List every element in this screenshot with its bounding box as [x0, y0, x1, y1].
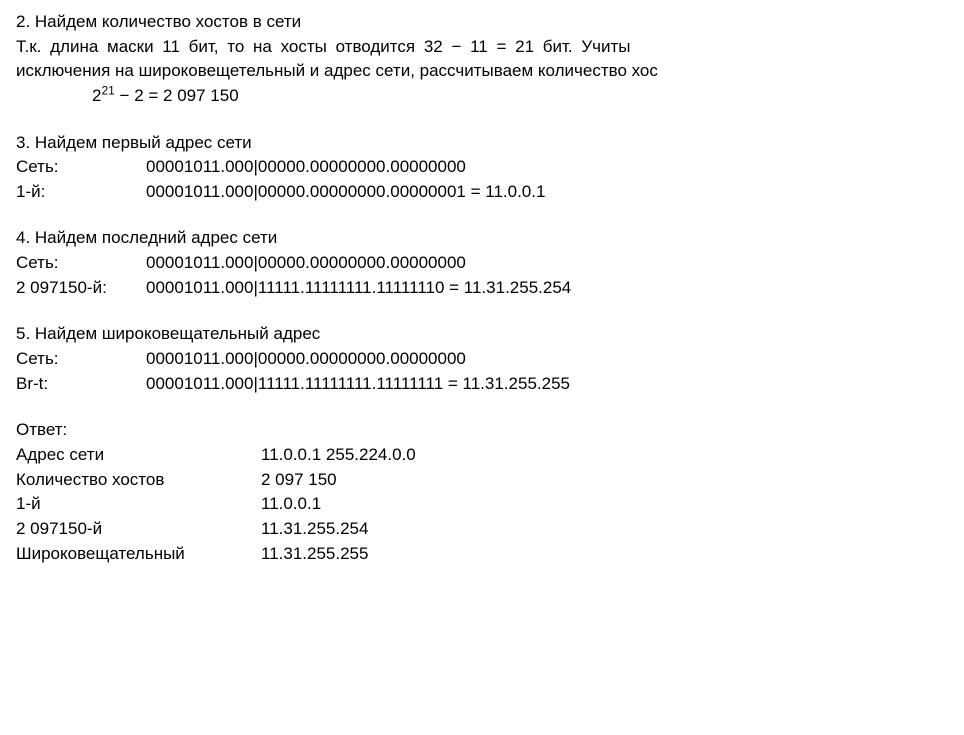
net-label: Сеть: — [16, 155, 146, 180]
net-bin: 00001011.000|00000.00000000.00000000 — [146, 155, 466, 180]
calc-exponent: 21 — [101, 83, 114, 97]
last-bin: 00001011.000|11111.11111111.11111110 = 1… — [146, 276, 571, 301]
net-bin: 00001011.000|00000.00000000.00000000 — [146, 251, 466, 276]
section-3: 3. Найдем первый адрес сети Сеть: 000010… — [16, 131, 948, 205]
answer-title: Ответ: — [16, 418, 948, 443]
section-5-title: 5. Найдем широковещательный адрес — [16, 322, 948, 347]
section-2-line-2: исключения на широковещетельный и адрес … — [16, 59, 948, 84]
answer-label: Количество хостов — [16, 468, 261, 493]
calc-suffix: − 2 = 2 097 150 — [115, 86, 239, 105]
last-label: 2 097150-й: — [16, 276, 146, 301]
section-2: 2. Найдем количество хостов в сети Т.к. … — [16, 10, 948, 109]
section-5: 5. Найдем широковещательный адрес Сеть: … — [16, 322, 948, 396]
section-5-br-row: Br-t: 00001011.000|11111.11111111.111111… — [16, 372, 948, 397]
section-4-title: 4. Найдем последний адрес сети — [16, 226, 948, 251]
answer-value: 11.31.255.255 — [261, 542, 368, 567]
section-4-net-row: Сеть: 00001011.000|00000.00000000.000000… — [16, 251, 948, 276]
section-4-last-row: 2 097150-й: 00001011.000|11111.11111111.… — [16, 276, 948, 301]
br-bin: 00001011.000|11111.11111111.11111111 = 1… — [146, 372, 570, 397]
first-bin: 00001011.000|00000.00000000.00000001 = 1… — [146, 180, 545, 205]
section-4: 4. Найдем последний адрес сети Сеть: 000… — [16, 226, 948, 300]
section-5-net-row: Сеть: 00001011.000|00000.00000000.000000… — [16, 347, 948, 372]
answer-value: 11.0.0.1 — [261, 492, 321, 517]
answer-value: 11.0.0.1 255.224.0.0 — [261, 443, 416, 468]
answer-label: 2 097150-й — [16, 517, 261, 542]
section-2-title: 2. Найдем количество хостов в сети — [16, 10, 948, 35]
answer-label: Адрес сети — [16, 443, 261, 468]
answer-value: 11.31.255.254 — [261, 517, 368, 542]
answer-row: Адрес сети 11.0.0.1 255.224.0.0 — [16, 443, 948, 468]
section-2-line-1: Т.к. длина маски 11 бит, то на хосты отв… — [16, 35, 948, 60]
answer-row: 1-й 11.0.0.1 — [16, 492, 948, 517]
answer-label: 1-й — [16, 492, 261, 517]
net-bin: 00001011.000|00000.00000000.00000000 — [146, 347, 466, 372]
net-label: Сеть: — [16, 251, 146, 276]
section-2-calc: 221 − 2 = 2 097 150 — [16, 84, 948, 109]
answer-label: Широковещательный — [16, 542, 261, 567]
br-label: Br-t: — [16, 372, 146, 397]
section-3-title: 3. Найдем первый адрес сети — [16, 131, 948, 156]
first-label: 1-й: — [16, 180, 146, 205]
section-3-net-row: Сеть: 00001011.000|00000.00000000.000000… — [16, 155, 948, 180]
answer-row: 2 097150-й 11.31.255.254 — [16, 517, 948, 542]
answer-row: Количество хостов 2 097 150 — [16, 468, 948, 493]
net-label: Сеть: — [16, 347, 146, 372]
section-3-first-row: 1-й: 00001011.000|00000.00000000.0000000… — [16, 180, 948, 205]
answer-section: Ответ: Адрес сети 11.0.0.1 255.224.0.0 К… — [16, 418, 948, 566]
answer-value: 2 097 150 — [261, 468, 337, 493]
answer-row: Широковещательный 11.31.255.255 — [16, 542, 948, 567]
